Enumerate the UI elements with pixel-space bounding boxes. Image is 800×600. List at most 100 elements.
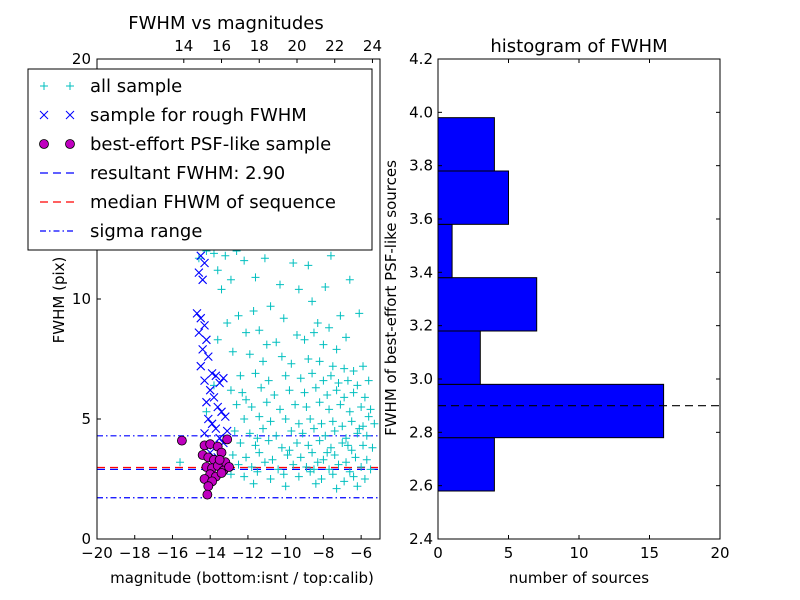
data-point xyxy=(302,463,311,471)
data-point xyxy=(345,407,354,416)
data-point xyxy=(342,333,351,342)
scatter-x-label: magnitude (bottom:isnt / top:calib) xyxy=(110,569,374,587)
data-point xyxy=(226,386,235,395)
data-point xyxy=(277,352,286,361)
x-tick-label: −14 xyxy=(194,544,226,562)
data-point xyxy=(287,427,296,435)
data-point xyxy=(355,424,364,433)
data-point xyxy=(209,393,219,402)
legend-marker xyxy=(39,139,49,149)
data-point xyxy=(260,254,269,263)
data-point xyxy=(255,448,264,457)
data-point xyxy=(300,335,309,344)
data-point xyxy=(332,345,341,354)
data-point xyxy=(364,412,373,421)
data-point xyxy=(203,414,213,424)
x-tick-label: −6 xyxy=(350,544,372,562)
y-tick-label: 0 xyxy=(81,530,91,548)
data-point xyxy=(347,417,356,426)
data-point xyxy=(236,439,245,447)
data-point xyxy=(292,439,301,447)
data-point xyxy=(245,429,254,438)
top-tick-label: 14 xyxy=(174,37,193,55)
data-point xyxy=(251,369,260,378)
data-point xyxy=(194,328,204,337)
data-point xyxy=(272,338,281,347)
data-point xyxy=(309,328,318,337)
data-point xyxy=(200,429,209,438)
legend-label: best-effort PSF-like sample xyxy=(90,134,331,155)
data-point xyxy=(308,297,317,306)
scatter-plot-area xyxy=(97,247,380,500)
data-point xyxy=(211,371,221,381)
x-tick-label: −18 xyxy=(119,544,151,562)
y-tick-label: 2.8 xyxy=(409,423,433,441)
data-point xyxy=(298,429,307,438)
data-point xyxy=(330,451,339,459)
data-point xyxy=(238,388,247,397)
data-point xyxy=(313,458,322,467)
data-point xyxy=(255,412,264,421)
data-point xyxy=(279,314,288,323)
data-point xyxy=(281,415,290,423)
top-tick-label: 18 xyxy=(250,37,269,55)
data-point xyxy=(236,371,245,380)
data-point xyxy=(223,319,232,327)
data-point xyxy=(336,400,345,409)
data-point xyxy=(315,357,324,366)
data-point xyxy=(330,427,339,435)
y-tick-label: 4.2 xyxy=(409,50,433,68)
data-point xyxy=(274,465,283,474)
data-point xyxy=(240,256,249,265)
data-point xyxy=(194,268,204,277)
data-point xyxy=(207,369,217,378)
data-point xyxy=(321,283,330,291)
data-point xyxy=(319,340,328,349)
data-point xyxy=(251,273,260,282)
data-point xyxy=(224,462,234,472)
data-point xyxy=(222,426,232,436)
data-point xyxy=(228,347,237,356)
data-point xyxy=(334,379,343,387)
data-point xyxy=(325,405,334,414)
data-point xyxy=(338,439,347,447)
data-point xyxy=(304,261,313,270)
data-point xyxy=(315,398,324,407)
data-point xyxy=(202,397,211,407)
legend-marker xyxy=(65,139,75,149)
data-point xyxy=(242,395,251,404)
data-point xyxy=(264,436,273,445)
data-point xyxy=(214,454,225,465)
data-point xyxy=(268,455,277,464)
y-tick-label: 10 xyxy=(72,290,91,308)
data-point xyxy=(176,435,187,446)
data-point xyxy=(311,383,320,392)
legend-label: median FHWM of sequence xyxy=(90,192,336,213)
data-point xyxy=(222,434,233,445)
legend-marker xyxy=(66,82,74,90)
histogram-bar xyxy=(437,170,509,225)
data-point xyxy=(370,419,379,428)
data-point xyxy=(251,441,260,450)
data-point xyxy=(192,309,202,318)
data-point xyxy=(360,475,369,483)
data-point xyxy=(353,381,362,390)
x-tick-label: −16 xyxy=(157,544,189,562)
data-point xyxy=(260,458,269,467)
y-tick-label: 3.4 xyxy=(409,263,433,281)
data-point xyxy=(266,302,275,311)
x-tick-label: 5 xyxy=(504,544,514,562)
data-point xyxy=(216,468,227,478)
y-tick-label: 3.8 xyxy=(409,157,433,175)
data-point xyxy=(345,467,354,476)
data-point xyxy=(317,419,326,428)
x-tick-label: −10 xyxy=(270,544,302,562)
x-tick-label: −20 xyxy=(81,544,113,562)
data-point xyxy=(203,481,214,492)
data-point xyxy=(353,482,362,491)
data-point xyxy=(226,275,235,284)
data-point xyxy=(340,477,349,486)
data-point xyxy=(220,412,230,421)
data-point xyxy=(311,479,320,488)
data-point xyxy=(257,383,266,392)
